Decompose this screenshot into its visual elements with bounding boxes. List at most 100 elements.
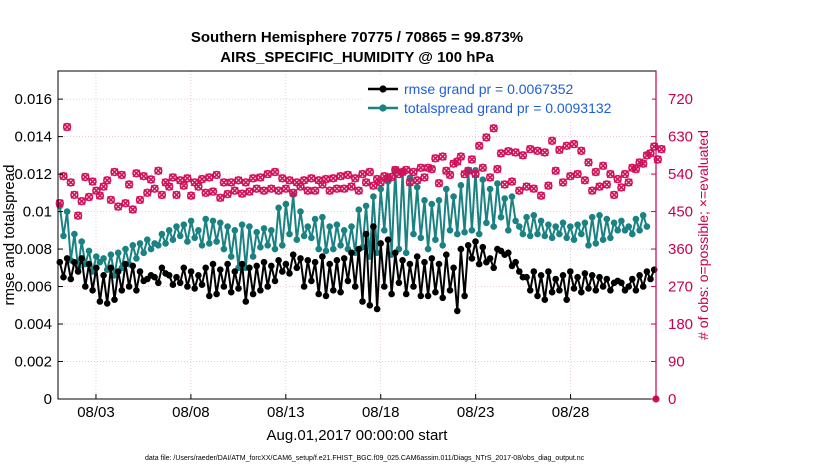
spread-point <box>93 253 100 260</box>
rmse-point <box>56 258 64 266</box>
rmse-point <box>578 288 585 296</box>
rmse-point <box>530 268 538 275</box>
spread-point <box>322 247 330 255</box>
rmse-point <box>596 273 603 281</box>
obs-count-point <box>146 175 156 184</box>
obs-count-point <box>165 182 174 191</box>
rmse-point <box>242 298 250 305</box>
obs-count-point <box>507 177 517 186</box>
rmse-point <box>260 258 268 266</box>
spread-point <box>494 180 501 187</box>
spread-point <box>497 213 505 221</box>
obs-count-point <box>464 166 473 176</box>
obs-count-point <box>234 176 243 185</box>
obs-count-point <box>544 181 553 190</box>
obs-count-point <box>500 180 509 189</box>
rmse-point <box>516 268 523 275</box>
spread-point <box>505 227 512 234</box>
rmse-point <box>603 275 611 283</box>
rmse-point <box>472 238 479 245</box>
rmse-point <box>264 283 272 290</box>
spread-point <box>231 227 239 234</box>
obs-count-point <box>106 195 116 205</box>
rmse-point <box>326 260 334 268</box>
obs-count-point <box>613 174 622 184</box>
obs-count-point <box>84 192 94 202</box>
rmse-point <box>289 251 297 258</box>
obs-count-point <box>208 187 218 196</box>
obs-count-point <box>135 195 145 205</box>
y2-tick-label: 0 <box>668 391 676 408</box>
rmse-point <box>632 287 640 294</box>
spread-point <box>114 249 122 257</box>
rmse-point <box>319 253 326 260</box>
spread-point <box>133 255 140 262</box>
obs-count-point <box>73 211 83 220</box>
legend-spread-label: totalspread grand pr = 0.0093132 <box>404 100 612 116</box>
rmse-point <box>446 287 454 294</box>
rmse-point <box>60 273 67 281</box>
obs-count-point <box>427 164 436 174</box>
spread-point <box>475 230 483 238</box>
spread-point <box>618 217 625 225</box>
y-tick-label: 0 <box>44 391 52 408</box>
obs-count-point <box>172 190 181 200</box>
spread-point <box>271 245 279 253</box>
spread-point <box>253 228 260 236</box>
rmse-point <box>629 275 636 283</box>
spread-point <box>454 230 461 238</box>
obs-count-point <box>88 177 97 186</box>
obs-count-point <box>402 165 411 175</box>
rmse-point <box>103 300 111 307</box>
spread-point <box>162 240 169 247</box>
obs-count-point <box>157 190 167 200</box>
rmse-point <box>286 270 293 277</box>
spread-point <box>348 223 355 230</box>
spread-point <box>260 225 268 232</box>
obs-count-point <box>420 173 429 182</box>
spread-point <box>516 223 523 230</box>
spread-point <box>563 234 570 242</box>
obs-count-point <box>230 186 240 195</box>
spread-point <box>537 217 545 225</box>
spread-point <box>63 208 71 215</box>
x-axis-label: Aug.01,2017 00:00:00 start <box>267 427 449 444</box>
rmse-point <box>93 264 100 272</box>
rmse-point <box>647 275 654 283</box>
obs-count-point <box>248 174 258 183</box>
rmse-point <box>570 285 578 292</box>
obs-count-point <box>270 167 280 177</box>
rmse-point <box>300 283 308 290</box>
rmse-point <box>512 258 519 266</box>
rmse-point <box>85 260 93 268</box>
rmse-point <box>413 253 421 260</box>
obs-count-point <box>132 169 141 178</box>
spread-point <box>169 236 177 243</box>
obs-count-point <box>310 186 320 195</box>
series-obs-count <box>55 122 666 403</box>
y-axis-label: rmse and totalspread <box>1 165 18 306</box>
series-rmse <box>56 223 658 315</box>
rmse-point <box>107 264 115 272</box>
obs-count-point <box>482 133 491 142</box>
spread-point <box>257 243 264 251</box>
x-tick-label: 08/13 <box>267 404 305 421</box>
spread-point <box>585 242 592 249</box>
rmse-point <box>198 281 206 289</box>
y2-tick-label: 270 <box>668 279 693 296</box>
rmse-point <box>541 296 549 304</box>
obs-count-point <box>595 182 604 191</box>
rmse-point <box>366 302 374 309</box>
rmse-point <box>381 283 388 290</box>
obs-count-point <box>504 147 513 156</box>
obs-count-point <box>562 141 571 151</box>
spread-point <box>220 245 228 253</box>
obs-count-point <box>259 186 269 195</box>
obs-count-point <box>347 182 356 191</box>
obs-count-point <box>547 136 557 146</box>
rmse-point <box>238 260 246 268</box>
spread-point <box>107 251 115 258</box>
obs-count-point <box>602 180 611 189</box>
rmse-point <box>191 285 198 292</box>
